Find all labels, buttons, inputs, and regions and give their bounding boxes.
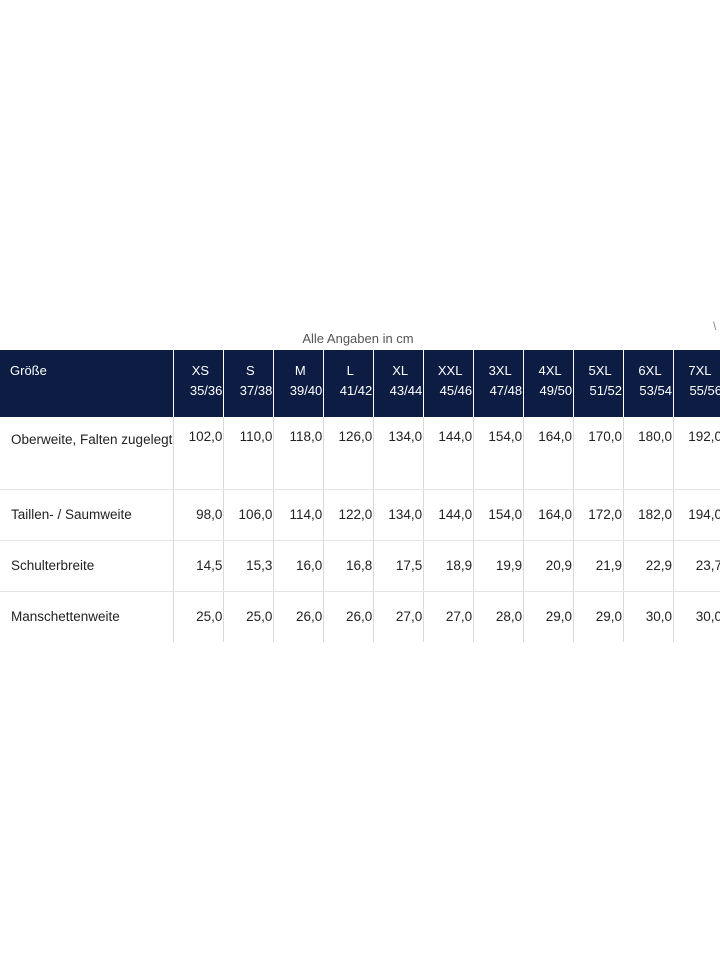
table-cell: 29,0: [573, 591, 625, 642]
table-cell: 102,0: [173, 417, 225, 490]
header-size-3xl: 3XL 47/48: [473, 350, 525, 417]
header-size-6xl: 6XL 53/54: [623, 350, 674, 417]
table-header-row: Größe XS 35/36 S 37/38 M 39/40 L 41/42 XL 43/…: [0, 350, 720, 417]
table-cell: 164,0: [523, 417, 575, 490]
table-cell: 194,0: [673, 489, 720, 541]
header-size-xs: XS 35/36: [173, 350, 225, 417]
header-size-xl: XL 43/44: [373, 350, 425, 417]
eu-size-label: 53/54: [639, 383, 672, 398]
table-cell: 27,0: [373, 591, 425, 642]
size-label: M: [294, 363, 306, 378]
eu-size-label: 55/56: [689, 383, 720, 398]
table-row: Oberweite, Falten zugelegt 102,0 110,0 1…: [0, 417, 720, 490]
table-row: Taillen- / Saumweite 98,0 106,0 114,0 12…: [0, 489, 720, 541]
table-cell: 17,5: [373, 540, 425, 592]
table-cell: 154,0: [473, 417, 525, 490]
header-size-5xl: 5XL 51/52: [573, 350, 625, 417]
table-cell: 14,5: [173, 540, 225, 592]
eu-size-label: 43/44: [389, 383, 423, 398]
table-cell: 20,9: [523, 540, 575, 592]
header-size-4xl: 4XL 49/50: [523, 350, 575, 417]
table-cell: 126,0: [323, 417, 375, 490]
table-cell: 172,0: [573, 489, 625, 541]
header-size-s: S 37/38: [223, 350, 275, 417]
size-label: XS: [191, 363, 210, 378]
table-cell: 30,0: [673, 591, 720, 642]
table-cell: 170,0: [573, 417, 625, 490]
table-caption: Alle Angaben in cm: [302, 331, 414, 346]
header-size-xxl: XXL 45/46: [423, 350, 475, 417]
table-cell: 144,0: [423, 489, 475, 541]
table-cell: 122,0: [323, 489, 375, 541]
size-label: 4XL: [538, 363, 562, 378]
header-label-size: Größe: [0, 350, 175, 417]
table-cell: 22,9: [623, 540, 674, 592]
table-cell: 118,0: [273, 417, 325, 490]
eu-size-label: 47/48: [489, 383, 523, 398]
size-label: S: [246, 363, 255, 378]
row-label: Manschettenweite: [0, 591, 175, 642]
row-label: Oberweite, Falten zugelegt: [0, 417, 175, 490]
eu-size-label: 37/38: [239, 383, 273, 398]
size-label: 3XL: [488, 363, 512, 378]
row-label: Schulterbreite: [0, 540, 175, 592]
table-cell: 19,9: [473, 540, 525, 592]
table-cell: 26,0: [323, 591, 375, 642]
table-cell: 25,0: [223, 591, 275, 642]
size-label: L: [346, 363, 354, 378]
size-label: 5XL: [588, 363, 612, 378]
size-chart-table: Größe XS 35/36 S 37/38 M 39/40 L 41/42 XL 43/…: [0, 350, 720, 642]
table-cell: 164,0: [523, 489, 575, 541]
size-label: 6XL: [638, 363, 662, 378]
row-label: Taillen- / Saumweite: [0, 489, 175, 541]
eu-size-label: 51/52: [589, 383, 623, 398]
header-size-l: L 41/42: [323, 350, 375, 417]
eu-size-label: 39/40: [289, 383, 323, 398]
table-cell: 192,0: [673, 417, 720, 490]
table-cell: 134,0: [373, 489, 425, 541]
table-cell: 182,0: [623, 489, 674, 541]
table-cell: 28,0: [473, 591, 525, 642]
table-cell: 23,7: [673, 540, 720, 592]
size-label: XL: [392, 363, 409, 378]
table-cell: 18,9: [423, 540, 475, 592]
table-cell: 154,0: [473, 489, 525, 541]
size-label: 7XL: [688, 363, 712, 378]
eu-size-label: 41/42: [339, 383, 373, 398]
eu-size-label: 35/36: [189, 383, 223, 398]
table-cell: 16,8: [323, 540, 375, 592]
table-cell: 15,3: [223, 540, 275, 592]
eu-size-label: 45/46: [439, 383, 473, 398]
table-cell: 25,0: [173, 591, 225, 642]
table-cell: 98,0: [173, 489, 225, 541]
table-cell: 30,0: [623, 591, 674, 642]
table-cell: 134,0: [373, 417, 425, 490]
table-cell: 110,0: [223, 417, 275, 490]
table-cell: 29,0: [523, 591, 575, 642]
table-cell: 144,0: [423, 417, 475, 490]
table-cell: 16,0: [273, 540, 325, 592]
table-cell: 180,0: [623, 417, 674, 490]
table-cell: 21,9: [573, 540, 625, 592]
table-cell: 27,0: [423, 591, 475, 642]
corner-mark: \: [713, 319, 717, 333]
header-size-m: M 39/40: [273, 350, 325, 417]
table-row: Schulterbreite 14,5 15,3 16,0 16,8 17,5 …: [0, 540, 720, 592]
table-cell: 106,0: [223, 489, 275, 541]
eu-size-label: 49/50: [539, 383, 573, 398]
table-cell: 114,0: [273, 489, 325, 541]
header-size-7xl: 7XL 55/56: [673, 350, 720, 417]
table-cell: 26,0: [273, 591, 325, 642]
size-label: XXL: [437, 363, 463, 378]
table-row: Manschettenweite 25,0 25,0 26,0 26,0 27,…: [0, 591, 720, 642]
